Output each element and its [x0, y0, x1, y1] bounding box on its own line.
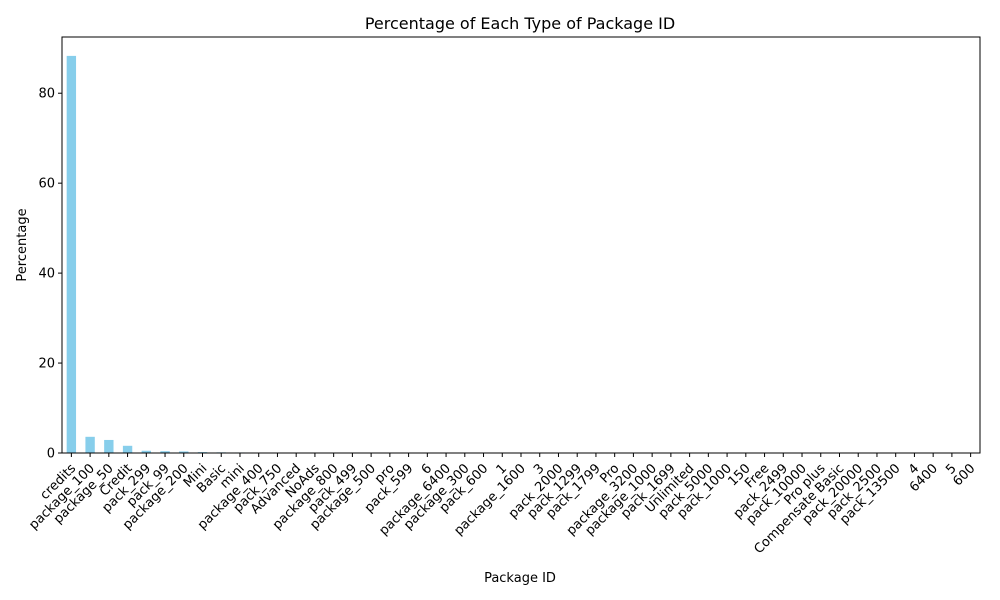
y-tick-label: 60: [38, 177, 55, 192]
chart-title: Percentage of Each Type of Package ID: [365, 14, 675, 33]
bar-credit: [122, 445, 133, 453]
y-axis-title: Percentage: [15, 208, 30, 281]
bar-package-100: [85, 436, 95, 453]
bar-pack-99: [160, 451, 170, 453]
bars-layer: [66, 55, 976, 453]
bar-package-200: [179, 451, 189, 453]
bar-credits: [66, 55, 77, 453]
plot-frame: [61, 36, 981, 454]
y-tick-label: 80: [38, 87, 55, 102]
axes-layer: 020406080creditspackage_100package_50Cre…: [26, 36, 981, 557]
y-tick-label: 40: [38, 267, 55, 282]
x-tick-label: 600: [950, 461, 978, 489]
bar-package-50: [104, 439, 114, 453]
x-axis-title: Package ID: [484, 571, 556, 586]
y-tick-label: 20: [38, 357, 55, 372]
y-tick-label: 0: [47, 447, 55, 462]
bar-pack-299: [141, 450, 151, 453]
